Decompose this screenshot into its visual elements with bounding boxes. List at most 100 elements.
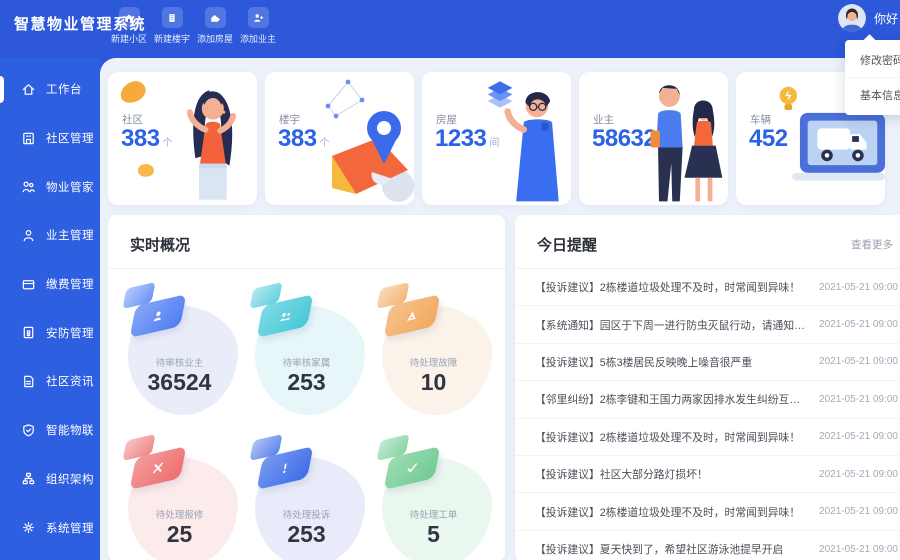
tile-label: 待处理工单 [409, 510, 458, 521]
app-logo: 智慧物业管理系统 [14, 16, 147, 33]
quick-action-add-owner[interactable]: 添加业主 [239, 7, 277, 45]
sidebar: 工作台社区管理物业管家业主管理缴费管理安防管理 社区资讯智能物联组织架构系统管理 [0, 58, 100, 560]
map-pin-illustration [325, 79, 414, 202]
stat-card-value: 383 [121, 125, 160, 152]
quick-action-new-building[interactable]: 新建楼宇 [153, 7, 191, 45]
user-greeting: 你好，周礼媛 [874, 11, 900, 26]
tile-pending-family[interactable]: 待审核家属 253 [245, 281, 368, 417]
tile-pending-repairs[interactable]: 待处理报修 25 [118, 433, 241, 560]
sidebar-item-label: 社区管理 [46, 133, 94, 146]
tile-value: 25 [166, 521, 193, 547]
reminder-text: 【投诉建议】夏天快到了，希望社区游泳池提早开启 [535, 544, 784, 557]
sidebar-item-owner[interactable]: 业主管理 [0, 211, 100, 260]
quick-action-add-house[interactable]: 添加房屋 [196, 7, 234, 45]
sidebar-item-news[interactable]: 社区资讯 [0, 357, 100, 406]
sidebar-item-org[interactable]: 组织架构 [0, 455, 100, 504]
tile-pending-complaints[interactable]: 待处理投诉 253 [245, 433, 368, 560]
tile-value: 36524 [147, 369, 212, 395]
tile-pending-workorders[interactable]: 待处理工单 5 [372, 433, 495, 560]
quick-action-label: 新建楼宇 [153, 34, 190, 44]
stat-card-owner[interactable]: 业主 58632 [579, 72, 728, 205]
sidebar-item-system[interactable]: 系统管理 [0, 503, 100, 552]
user-dropdown: 修改密码基本信息 [845, 34, 900, 115]
stat-card-unit: 个 [162, 138, 173, 149]
change-password-item[interactable]: 修改密码 [860, 55, 900, 67]
stat-card-label: 车辆 [750, 114, 771, 126]
reminders-panel-header: 今日提醒 查看更多 [515, 215, 900, 269]
steward-icon [21, 179, 36, 194]
stat-card-unit: 间 [489, 138, 500, 149]
sidebar-item-security[interactable]: 安防管理 [0, 308, 100, 357]
stat-card-value-row: 383 个 [121, 125, 173, 153]
man-illustration [487, 81, 559, 202]
reminder-item[interactable]: 【系统通知】园区于下周一进行防虫灭鼠行动，请通知业主！ 2021-05-21 09… [515, 306, 900, 344]
tile-pending-owners[interactable]: 待审核业主 36524 [118, 281, 241, 417]
stat-card-value-row: 58632 [592, 125, 659, 153]
couple-illustration [650, 85, 723, 202]
quick-action-label: 添加业主 [239, 34, 276, 44]
tile-label: 待处理报修 [155, 510, 204, 521]
stat-card-value-row: 452 [749, 125, 791, 153]
reminder-item[interactable]: 【投诉建议】夏天快到了，希望社区游泳池提早开启 2021-05-21 09:00 [515, 531, 900, 560]
stat-card-value-row: 1233 间 [435, 125, 499, 153]
reminder-text: 【系统通知】园区于下周一进行防虫灭鼠行动，请通知业主！ [535, 319, 810, 332]
stat-card-building[interactable]: 楼宇 383 个 [265, 72, 414, 205]
user-area[interactable]: 你好，周礼媛 [838, 4, 900, 32]
tile-label: 待审核家属 [282, 358, 331, 369]
owner-badge-icon [122, 281, 188, 339]
tile-label: 待审核业主 [155, 358, 204, 369]
reminder-time: 2021-05-21 09:00 [819, 468, 898, 480]
stat-card-value: 1233 [435, 125, 487, 152]
reminder-item[interactable]: 【投诉建议】2栋楼道垃圾处理不及时，时常闻到异味！ 2021-05-21 09:0… [515, 493, 900, 531]
sidebar-item-label: 缴费管理 [46, 279, 94, 292]
stat-card-label: 楼宇 [279, 114, 300, 126]
stat-card-community[interactable]: 社区 383 个 [108, 72, 257, 205]
sidebar-item-iot[interactable]: 智能物联 [0, 406, 100, 455]
stat-card-label: 社区 [122, 114, 143, 126]
sidebar-item-community[interactable]: 社区管理 [0, 114, 100, 163]
stat-card-label: 业主 [593, 114, 614, 126]
quick-actions: 新建小区 新建楼宇 添加房屋 添加业主 [110, 7, 277, 45]
reminder-item[interactable]: 【投诉建议】5栋3楼居民反映晚上噪音很严重 2021-05-21 09:00 [515, 344, 900, 382]
tile-pending-faults[interactable]: 待处理故障 10 [372, 281, 495, 417]
stat-card-house[interactable]: 房屋 1233 间 [422, 72, 571, 205]
reminders-panel: 今日提醒 查看更多 【投诉建议】2栋楼道垃圾处理不及时，时常闻到异味！ 2021-… [515, 215, 900, 560]
reminder-text: 【投诉建议】2栋楼道垃圾处理不及时，时常闻到异味！ [535, 506, 801, 519]
tile-label: 待处理故障 [409, 358, 458, 369]
main-content: 社区 383 个 楼宇 [100, 58, 900, 560]
sidebar-item-workbench[interactable]: 工作台 [0, 65, 100, 114]
orange-blob-decoration [136, 162, 156, 179]
sidebar-item-label: 系统管理 [46, 522, 94, 535]
complaint-badge-icon [249, 433, 315, 491]
reminder-time: 2021-05-21 09:00 [819, 393, 898, 405]
reminder-list: 【投诉建议】2栋楼道垃圾处理不及时，时常闻到异味！ 2021-05-21 09:0… [515, 269, 900, 560]
basic-info-item[interactable]: 基本信息 [845, 77, 900, 112]
stat-cards-row: 社区 383 个 楼宇 [108, 72, 885, 205]
view-more-link[interactable]: 查看更多 [851, 239, 893, 251]
sidebar-item-label: 业主管理 [46, 230, 94, 243]
stat-card-unit: 个 [319, 138, 330, 149]
community-icon [21, 131, 36, 146]
user-avatar[interactable] [838, 4, 866, 32]
sidebar-item-label: 组织架构 [46, 473, 94, 486]
reminder-time: 2021-05-21 09:00 [819, 281, 898, 293]
reminder-item[interactable]: 【投诉建议】2栋楼道垃圾处理不及时，时常闻到异味！ 2021-05-21 09:0… [515, 269, 900, 307]
sidebar-item-label: 智能物联 [46, 425, 94, 438]
reminder-item[interactable]: 【投诉建议】2栋楼道垃圾处理不及时，时常闻到异味！ 2021-05-21 09:0… [515, 419, 900, 456]
reminder-time: 2021-05-21 09:00 [819, 356, 898, 368]
quick-action-new-community[interactable]: 新建小区 [110, 7, 148, 45]
stat-card-value: 452 [749, 125, 788, 152]
owner-icon [21, 228, 36, 243]
reminder-item[interactable]: 【邻里纠纷】2栋李键和王国力两家因排水发生纠纷互不相让 2021-05-21 09… [515, 381, 900, 419]
add-owner-icon [247, 7, 269, 28]
reminder-item[interactable]: 【投诉建议】社区大部分路灯损坏！ 2021-05-21 09:00 [515, 456, 900, 494]
overview-panel-header: 实时概况 [108, 215, 505, 269]
sidebar-item-steward[interactable]: 物业管家 [0, 162, 100, 211]
quick-action-label: 新建小区 [110, 34, 147, 44]
stat-card-vehicle[interactable]: 车辆 452 [736, 72, 885, 205]
tile-label: 待处理投诉 [282, 510, 331, 521]
truck-illustration [779, 86, 885, 181]
sidebar-item-payment[interactable]: 缴费管理 [0, 260, 100, 309]
overview-title: 实时概况 [130, 237, 191, 254]
